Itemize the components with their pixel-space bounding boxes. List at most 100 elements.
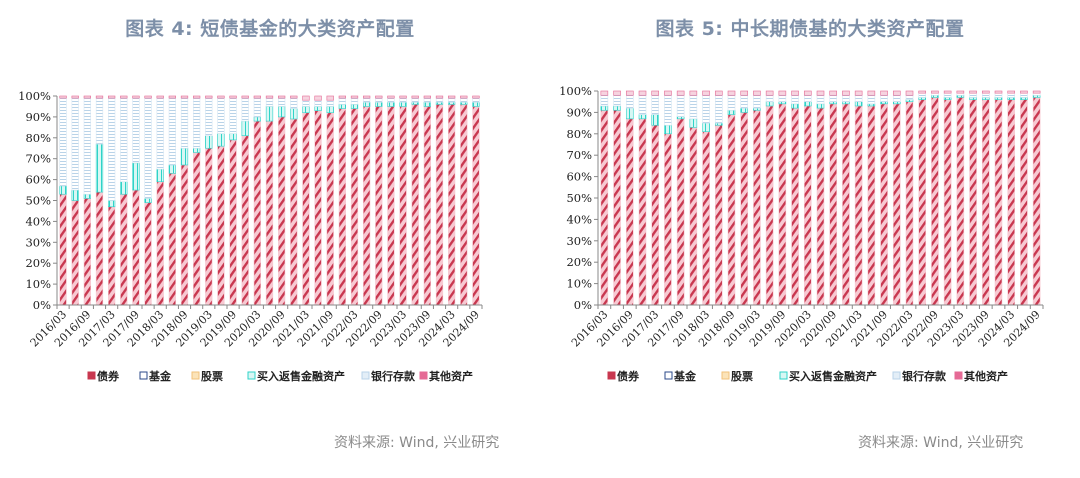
- bar-segment: [969, 92, 977, 98]
- bar-stack: [600, 90, 609, 306]
- bar-stack: [702, 90, 710, 306]
- legend-label: 其他资产: [964, 369, 1008, 383]
- legend-label: 债券: [617, 369, 640, 383]
- bar-segment: [638, 114, 647, 120]
- bar-segment: [108, 97, 116, 201]
- bar-segment: [803, 90, 812, 96]
- legend-label: 股票: [201, 370, 223, 383]
- bar-segment: [880, 103, 888, 306]
- bar-stack: [338, 95, 346, 306]
- bar-segment: [702, 90, 710, 96]
- bar-segment: [314, 110, 322, 306]
- y-tick-label: 0%: [574, 298, 592, 312]
- bar-segment: [83, 97, 91, 195]
- bar-stack: [423, 95, 431, 306]
- bar-segment: [144, 202, 152, 306]
- bar-stack: [740, 90, 749, 306]
- bar-stack: [217, 95, 225, 306]
- y-tick-label: 90%: [566, 105, 592, 119]
- bar-segment: [956, 97, 965, 306]
- bar-segment: [867, 94, 876, 105]
- bar-segment: [918, 90, 927, 94]
- bar-stack: [387, 95, 395, 306]
- bar-stack: [664, 90, 672, 306]
- legend-label: 银行存款: [902, 369, 947, 383]
- bar-segment: [472, 97, 480, 103]
- bar-segment: [83, 198, 91, 306]
- bar-segment: [363, 95, 371, 99]
- bar-segment: [423, 106, 431, 306]
- bar-segment: [1032, 90, 1041, 94]
- bar-segment: [880, 101, 888, 105]
- bar-stack: [638, 90, 647, 306]
- bar-segment: [120, 95, 128, 99]
- y-tick-label: 60%: [566, 170, 592, 184]
- bar-segment: [411, 95, 419, 99]
- legend-swatch-icon: [87, 371, 96, 380]
- legend-swatch-icon: [247, 371, 256, 380]
- bar-segment: [411, 104, 419, 306]
- bar-segment: [363, 97, 371, 103]
- bar-segment: [892, 103, 901, 306]
- source-note: 资料来源: Wind, 兴业研究: [858, 435, 1024, 451]
- bar-segment: [120, 181, 128, 195]
- bar-stack: [71, 95, 79, 306]
- bar-segment: [253, 95, 261, 99]
- bar-segment: [892, 90, 901, 96]
- bar-segment: [867, 105, 876, 306]
- bar-segment: [387, 97, 395, 103]
- bar-stack: [816, 90, 825, 306]
- bar-stack: [854, 90, 863, 306]
- bar-segment: [600, 105, 609, 111]
- bar-segment: [803, 105, 812, 306]
- bar-segment: [651, 124, 660, 306]
- bar-segment: [387, 95, 395, 99]
- bar-segment: [448, 104, 456, 306]
- bar-stack: [83, 95, 91, 306]
- bar-segment: [714, 122, 723, 126]
- bar-segment: [435, 104, 444, 306]
- bar-stack: [994, 90, 1003, 306]
- bar-segment: [740, 90, 749, 96]
- bar-segment: [156, 97, 164, 170]
- bar-segment: [969, 99, 977, 306]
- legend-item: 其他资产: [419, 369, 473, 383]
- bar-segment: [460, 97, 468, 103]
- bar-segment: [95, 97, 104, 145]
- bar-segment: [350, 104, 359, 109]
- bar-stack: [1020, 90, 1028, 306]
- bar-stack: [265, 95, 274, 306]
- bar-segment: [168, 97, 176, 166]
- bar-segment: [132, 97, 140, 164]
- bar-segment: [816, 107, 825, 306]
- bar-segment: [753, 109, 761, 306]
- bar-segment: [338, 95, 346, 99]
- legend-label: 银行存款: [371, 369, 416, 383]
- y-tick-label: 100%: [559, 84, 592, 98]
- bar-stack: [290, 95, 298, 306]
- bar-segment: [803, 101, 812, 107]
- bar-segment: [399, 95, 407, 99]
- chart-panel-mid-long-bond: 图表 5: 中长期债基的大类资产配置 0% 10% 20% 30% 40% 50% 60% 7…: [540, 0, 1080, 478]
- bar-segment: [338, 108, 346, 306]
- bar-segment: [290, 108, 298, 120]
- bar-segment: [193, 147, 201, 153]
- bar-stack: [689, 90, 698, 306]
- bar-stack: [676, 90, 685, 306]
- stacked-bar-chart: 0% 10% 20% 30% 40% 50% 60% 70% 80% 90% 100% 2016/03…: [18, 89, 483, 383]
- bar-segment: [600, 109, 609, 306]
- bar-segment: [253, 120, 261, 306]
- y-tick-label: 40%: [25, 214, 51, 228]
- bar-stack: [613, 90, 621, 306]
- bar-segment: [600, 94, 609, 107]
- bar-segment: [375, 106, 383, 306]
- bar-stack: [625, 90, 634, 306]
- bar-segment: [842, 94, 850, 102]
- bar-segment: [918, 99, 927, 306]
- y-axis: 0% 10% 20% 30% 40% 50% 60% 70% 80% 90% 100%: [18, 89, 58, 312]
- legend-item: 债券: [87, 369, 120, 383]
- bar-segment: [765, 90, 774, 96]
- legend-item: 股票: [191, 370, 223, 383]
- bar-segment: [350, 95, 359, 99]
- bar-segment: [399, 101, 407, 107]
